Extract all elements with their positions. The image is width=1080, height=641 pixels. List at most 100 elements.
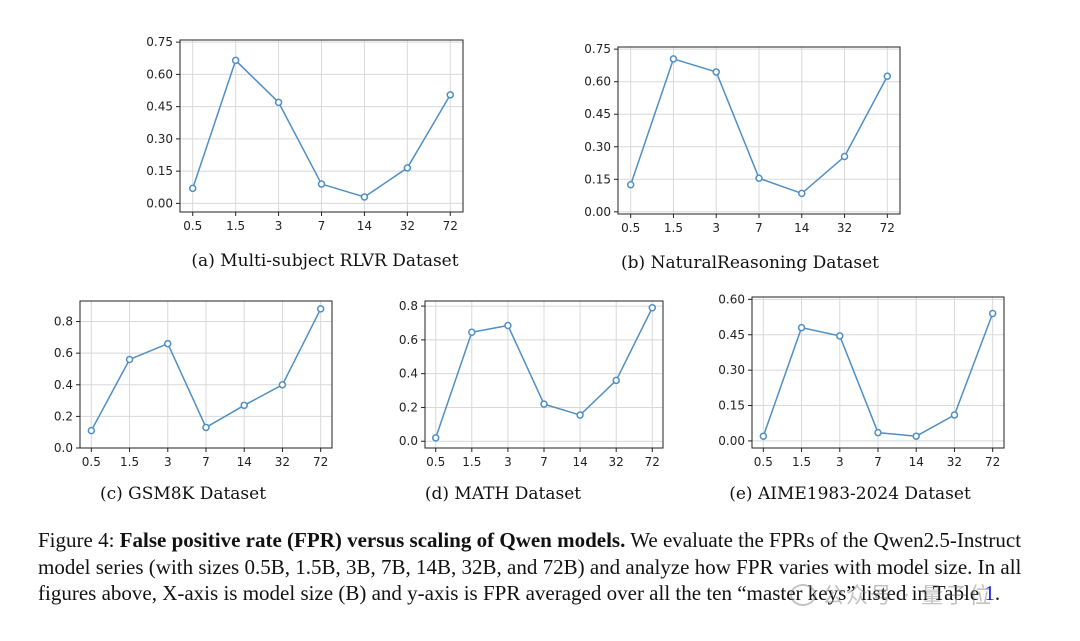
y-tick-label: 0.6 bbox=[399, 333, 418, 347]
subfigure-caption: (d) MATH Dataset bbox=[425, 484, 581, 504]
y-tick-label: 0.30 bbox=[584, 140, 611, 154]
chart-natural-reasoning: 0.00 0.15 0.30 0.45 0.60 0.75 0.5 1.5 3 7 14 32 72 (b… bbox=[584, 42, 901, 273]
data-point bbox=[797, 323, 806, 332]
x-tick-label: 14 bbox=[237, 455, 252, 469]
y-tick-label: 0.60 bbox=[584, 75, 611, 89]
data-point bbox=[231, 56, 240, 65]
watermark-text: 公众号 · 量子位 bbox=[822, 584, 993, 609]
x-tick-label: 32 bbox=[947, 455, 962, 469]
data-point bbox=[202, 423, 210, 432]
data-point bbox=[669, 55, 678, 63]
data-point bbox=[125, 355, 134, 364]
y-tick-label: 0.0 bbox=[54, 441, 73, 455]
x-tick-label: 72 bbox=[443, 219, 458, 233]
data-point bbox=[840, 152, 849, 161]
x-tick-label: 1.5 bbox=[120, 455, 139, 469]
data-point bbox=[431, 434, 440, 442]
subfigure-caption: (a) Multi-subject RLVR Dataset bbox=[191, 251, 458, 271]
y-tick-label: 0.45 bbox=[718, 328, 745, 342]
y-tick-label: 0.45 bbox=[584, 107, 611, 121]
data-point bbox=[240, 401, 248, 410]
y-tick-label: 0.00 bbox=[146, 196, 173, 210]
watermark: 公众号 · 量子位 bbox=[790, 578, 993, 610]
x-tick-label: 72 bbox=[985, 455, 1000, 469]
y-tick-label: 0.2 bbox=[54, 409, 73, 423]
y-tick-label: 0.75 bbox=[584, 42, 611, 56]
data-point bbox=[540, 400, 548, 408]
x-tick-label: 3 bbox=[504, 455, 512, 469]
y-tick-label: 0.60 bbox=[146, 67, 173, 81]
chart-math: 0.0 0.2 0.4 0.6 0.8 0.5 1.5 3 7 14 32 72 (d) MATH Da… bbox=[399, 299, 664, 504]
y-tick-label: 0.4 bbox=[399, 367, 418, 381]
data-point bbox=[317, 180, 326, 188]
data-point bbox=[468, 328, 476, 337]
chart-multi-subject-rlvr: 0.00 0.15 0.30 0.45 0.60 0.75 0.5 1.5 3 7 14 32 72 (a… bbox=[146, 35, 464, 271]
chart-gsm8k: 0.0 0.2 0.4 0.6 0.8 0.5 1.5 3 7 14 32 72 (c) GSM8K D… bbox=[54, 300, 333, 504]
data-point bbox=[403, 164, 412, 172]
data-point bbox=[360, 193, 369, 201]
x-tick-label: 72 bbox=[313, 455, 328, 469]
x-tick-label: 3 bbox=[164, 455, 172, 469]
x-tick-label: 0.5 bbox=[621, 221, 640, 235]
figure-caption: Figure 4: False positive rate (FPR) vers… bbox=[38, 527, 1038, 607]
y-tick-label: 0.30 bbox=[718, 363, 745, 377]
figure-caption-end: . bbox=[994, 581, 1001, 605]
x-tick-label: 1.5 bbox=[226, 219, 245, 233]
data-point bbox=[278, 381, 287, 389]
data-point bbox=[612, 376, 620, 385]
data-point bbox=[316, 305, 325, 313]
y-tick-label: 0.00 bbox=[584, 205, 611, 219]
x-tick-label: 7 bbox=[202, 455, 210, 469]
chart-aime: 0.00 0.15 0.30 0.45 0.60 0.5 1.5 3 7 14 32 72 (e) AI… bbox=[718, 292, 1005, 504]
x-tick-label: 1.5 bbox=[462, 455, 481, 469]
x-tick-label: 32 bbox=[400, 219, 415, 233]
x-tick-label: 32 bbox=[837, 221, 852, 235]
data-point bbox=[798, 189, 806, 198]
y-tick-label: 0.4 bbox=[54, 378, 73, 392]
x-tick-label: 14 bbox=[794, 221, 809, 235]
data-point bbox=[883, 72, 892, 81]
data-point bbox=[912, 432, 920, 440]
wechat-icon bbox=[790, 584, 816, 606]
data-point bbox=[755, 174, 763, 182]
x-tick-label: 7 bbox=[755, 221, 763, 235]
subfigure-caption: (e) AIME1983-2024 Dataset bbox=[729, 484, 971, 504]
x-tick-label: 32 bbox=[609, 455, 624, 469]
y-tick-label: 0.8 bbox=[399, 299, 418, 313]
y-tick-label: 0.45 bbox=[146, 100, 173, 114]
x-tick-label: 72 bbox=[880, 221, 895, 235]
y-tick-label: 0.6 bbox=[54, 346, 73, 360]
data-point bbox=[626, 180, 635, 189]
x-tick-label: 0.5 bbox=[82, 455, 101, 469]
y-tick-label: 0.15 bbox=[146, 164, 173, 178]
x-tick-label: 32 bbox=[275, 455, 290, 469]
subfigure-caption: (c) GSM8K Dataset bbox=[100, 484, 266, 504]
data-point bbox=[874, 428, 882, 437]
table-ref-link[interactable]: 1 bbox=[984, 581, 995, 605]
data-point bbox=[87, 426, 96, 435]
x-tick-label: 1.5 bbox=[664, 221, 683, 235]
y-tick-label: 0.0 bbox=[399, 434, 418, 448]
figure-caption-bold: False positive rate (FPR) versus scaling… bbox=[119, 528, 626, 552]
data-point bbox=[988, 309, 997, 318]
x-tick-label: 14 bbox=[909, 455, 924, 469]
y-tick-label: 0.60 bbox=[718, 292, 745, 306]
data-point bbox=[188, 184, 197, 193]
x-tick-label: 3 bbox=[275, 219, 283, 233]
y-tick-label: 0.30 bbox=[146, 132, 173, 146]
figure-caption-text: We evaluate the FPRs of the Qwen2.5-Inst… bbox=[38, 528, 1022, 605]
x-tick-label: 3 bbox=[712, 221, 720, 235]
data-point bbox=[274, 98, 283, 107]
y-tick-label: 0.75 bbox=[146, 35, 173, 49]
y-tick-label: 0.2 bbox=[399, 400, 418, 414]
x-tick-label: 14 bbox=[572, 455, 587, 469]
subfigure-caption: (b) NaturalReasoning Dataset bbox=[621, 253, 879, 273]
data-point bbox=[759, 432, 768, 440]
data-point bbox=[950, 411, 959, 419]
x-tick-label: 72 bbox=[645, 455, 660, 469]
x-tick-label: 1.5 bbox=[792, 455, 811, 469]
figure-label: Figure 4: bbox=[38, 528, 115, 552]
y-tick-label: 0.8 bbox=[54, 315, 73, 329]
data-point bbox=[446, 91, 455, 99]
x-tick-label: 0.5 bbox=[754, 455, 773, 469]
